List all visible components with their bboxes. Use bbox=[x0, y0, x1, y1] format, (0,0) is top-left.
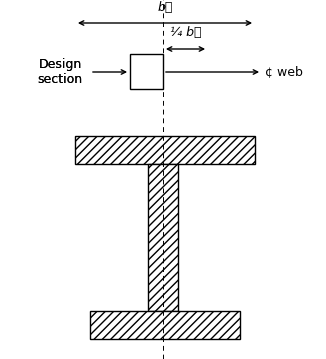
Text: Design
section: Design section bbox=[37, 58, 82, 86]
Bar bbox=[130, 54, 163, 89]
Text: b₟: b₟ bbox=[157, 1, 173, 14]
Bar bbox=[75, 136, 255, 164]
Bar bbox=[90, 311, 240, 339]
Bar bbox=[148, 164, 178, 311]
Text: ¢ web: ¢ web bbox=[265, 65, 303, 79]
Text: ¼ b₟: ¼ b₟ bbox=[170, 26, 202, 39]
Text: Design
section: Design section bbox=[37, 58, 82, 86]
